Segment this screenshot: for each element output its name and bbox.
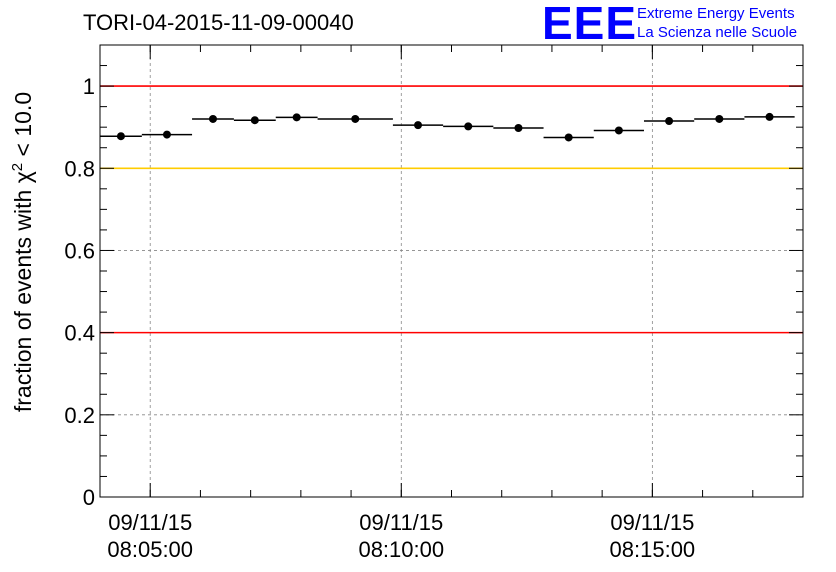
y-tick-label: 0.2 (64, 403, 95, 428)
eee-logo: EEE (542, 0, 638, 49)
y-axis-label: fraction of events with χ2 < 10.0 (9, 92, 36, 412)
y-axis-label-prefix: fraction of events with (10, 183, 36, 412)
y-tick-label: 0 (83, 485, 95, 510)
data-point (765, 112, 774, 121)
logo-line-1: Extreme Energy Events (637, 5, 795, 22)
data-point (162, 130, 171, 139)
x-tick-label-time: 08:10:00 (358, 537, 444, 562)
axis-ticks: 00.20.40.60.8109/11/1508:05:0009/11/1508… (64, 44, 803, 562)
y-tick-label: 0.8 (64, 156, 95, 181)
x-tick-label-time: 08:05:00 (107, 537, 193, 562)
grid (100, 45, 803, 498)
logo-line-2: La Scienza nelle Scuole (637, 24, 798, 41)
x-tick-label-date: 09/11/15 (359, 510, 443, 535)
y-axis-label-symbol: χ (10, 171, 36, 183)
data-series (100, 112, 795, 142)
y-axis-label-suffix: < 10.0 (10, 92, 36, 163)
x-tick-label-time: 08:15:00 (610, 537, 696, 562)
chart-title: TORI-04-2015-11-09-00040 (83, 10, 354, 35)
data-point (414, 121, 423, 130)
data-point (351, 114, 360, 123)
data-point (564, 133, 573, 142)
data-point (250, 116, 259, 125)
x-tick-label-date: 09/11/15 (610, 510, 694, 535)
y-tick-label: 1 (83, 74, 95, 99)
y-tick-label: 0.6 (64, 238, 95, 263)
data-point (116, 132, 125, 141)
x-tick-label-date: 09/11/15 (108, 510, 192, 535)
data-point (715, 114, 724, 123)
y-axis-label-superscript: 2 (9, 163, 26, 171)
data-point (464, 122, 473, 131)
y-tick-label: 0.4 (64, 321, 95, 346)
data-point (208, 114, 217, 123)
reference-lines (100, 85, 803, 334)
data-point (665, 117, 674, 126)
data-point (614, 126, 623, 135)
data-point (514, 124, 523, 133)
plot-frame (99, 44, 804, 498)
data-point (292, 113, 301, 122)
